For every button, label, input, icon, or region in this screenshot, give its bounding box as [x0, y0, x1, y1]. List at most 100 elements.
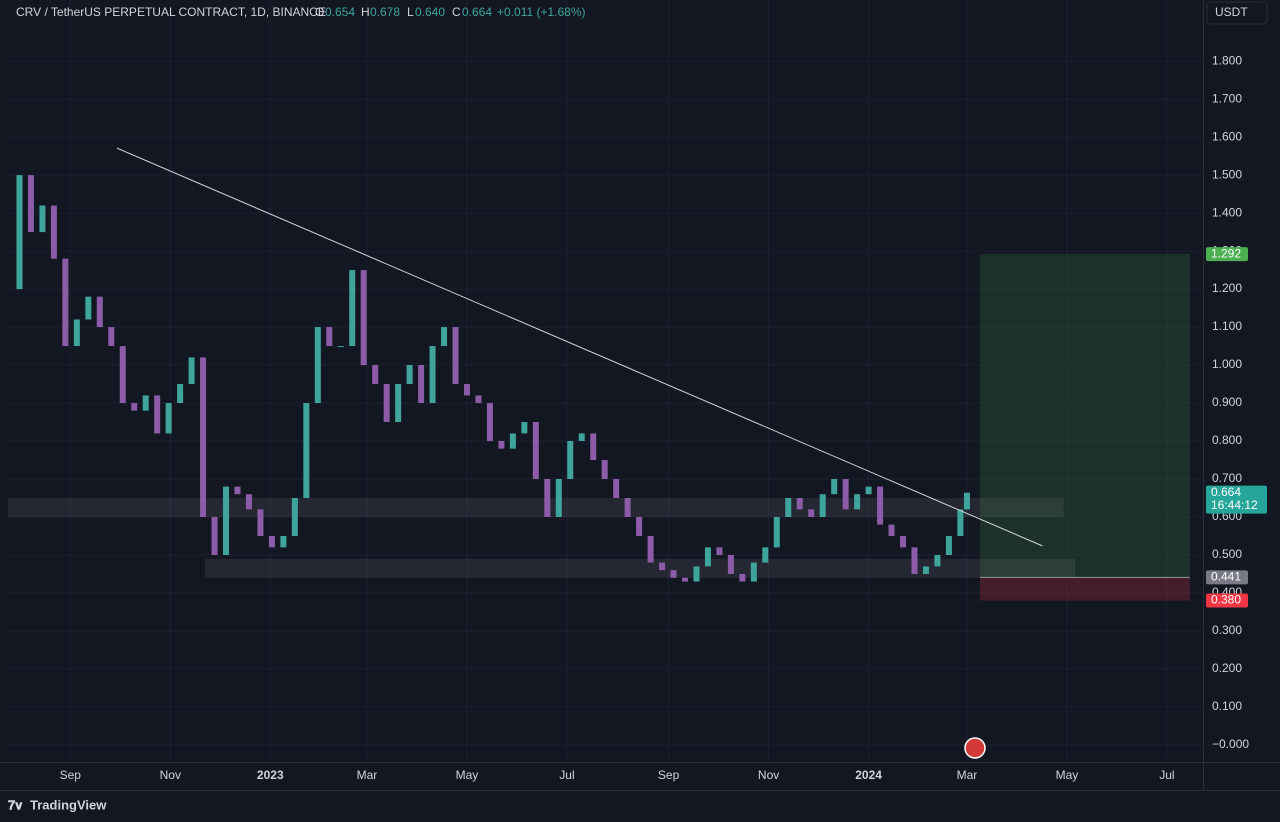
- x-tick-label: Sep: [658, 768, 680, 782]
- candle-body: [888, 524, 895, 536]
- candle-body: [50, 205, 57, 259]
- candle-body: [303, 403, 310, 498]
- candle-body: [613, 479, 620, 498]
- ohlc-change: +0.011 (+1.68%): [497, 5, 586, 19]
- candle-body: [395, 384, 402, 423]
- candle-body: [131, 403, 138, 411]
- price-tag-label: 1.292: [1211, 246, 1241, 260]
- candle-body: [693, 566, 700, 582]
- candle-body: [601, 460, 608, 480]
- brand[interactable]: TradingView: [30, 797, 107, 812]
- candle-body: [704, 547, 711, 567]
- candle-body: [567, 441, 574, 480]
- price-tag-label: 0.664: [1211, 485, 1241, 499]
- x-tick-label: 2023: [257, 768, 284, 782]
- y-tick-label: 1.100: [1212, 319, 1242, 333]
- target-zone: [980, 254, 1190, 578]
- candle-body: [223, 486, 230, 555]
- plot: [8, 0, 1203, 762]
- event-icon[interactable]: [964, 737, 986, 759]
- candle-body: [463, 384, 470, 396]
- brand-logo[interactable]: 𝟕𝐯: [8, 797, 23, 812]
- candle-body: [532, 422, 539, 480]
- candle-body: [509, 433, 516, 449]
- candle-body: [555, 479, 562, 517]
- candle-body: [957, 509, 964, 536]
- y-tick-label: 1.800: [1212, 53, 1242, 67]
- y-tick-label: 0.200: [1212, 661, 1242, 675]
- candle-body: [268, 535, 275, 548]
- candle-body: [647, 535, 654, 563]
- candle-body: [475, 395, 482, 404]
- zone: [8, 497, 1064, 517]
- candle-body: [590, 433, 597, 461]
- candle-body: [418, 365, 425, 404]
- candle-body: [911, 547, 918, 574]
- currency-label[interactable]: USDT: [1215, 5, 1248, 19]
- y-tick-label: 1.500: [1212, 167, 1242, 181]
- candle-body: [96, 296, 103, 328]
- candle-body: [200, 357, 207, 517]
- candle-body: [854, 494, 861, 510]
- stop-zone: [980, 577, 1190, 601]
- candle-body: [808, 509, 815, 517]
- candle-body: [819, 494, 826, 517]
- candle-body: [934, 554, 941, 567]
- candle-body: [521, 422, 528, 434]
- candle-body: [280, 535, 287, 548]
- candle-body: [441, 327, 448, 347]
- candle-body: [257, 509, 264, 536]
- candle-body: [154, 395, 161, 434]
- candle-body: [544, 479, 551, 517]
- y-tick-label: 0.100: [1212, 699, 1242, 713]
- candle-body: [85, 296, 92, 320]
- candle-body: [62, 258, 69, 347]
- ohlc-value: 0.654: [325, 5, 355, 19]
- x-tick-label: May: [1056, 768, 1079, 782]
- price-tag: [1206, 570, 1248, 585]
- price-tag: [1206, 485, 1267, 514]
- ohlc-label: L: [407, 5, 414, 19]
- x-tick-label: Mar: [357, 768, 378, 782]
- price-tag-label: 0.441: [1211, 570, 1241, 584]
- currency-button[interactable]: [1206, 1, 1268, 25]
- price-tag: [1206, 247, 1248, 262]
- price-tag: [1206, 593, 1248, 608]
- candle-body: [372, 365, 379, 385]
- x-tick-label: 2024: [855, 768, 882, 782]
- y-tick-label: 1.000: [1212, 357, 1242, 371]
- candle-body: [682, 577, 689, 582]
- ohlc-value: 0.640: [415, 5, 445, 19]
- candle-body: [945, 535, 952, 555]
- candle-body: [326, 327, 333, 347]
- x-tick-label: Jul: [1159, 768, 1174, 782]
- candle-body: [16, 175, 23, 290]
- y-tick-label: 0.800: [1212, 433, 1242, 447]
- candle-body: [877, 486, 884, 525]
- x-tick-label: Jul: [559, 768, 574, 782]
- candle-body: [900, 535, 907, 548]
- y-tick-label: 1.200: [1212, 281, 1242, 295]
- candle-body: [73, 319, 80, 347]
- candle-body: [360, 270, 367, 366]
- candle-body: [963, 492, 970, 510]
- zone: [204, 558, 1076, 578]
- x-tick-label: May: [456, 768, 479, 782]
- candle-body: [429, 346, 436, 404]
- candle-body: [659, 562, 666, 571]
- candle-body: [578, 433, 585, 442]
- candle-body: [842, 479, 849, 510]
- candle-body: [27, 175, 34, 233]
- ohlc-value: 0.664: [462, 5, 492, 19]
- candle-body: [337, 346, 344, 348]
- ohlc-label: C: [452, 5, 461, 19]
- y-tick-label: 0.500: [1212, 547, 1242, 561]
- y-tick-label: 1.700: [1212, 91, 1242, 105]
- x-tick-label: Sep: [60, 768, 82, 782]
- ohlc-value: 0.678: [370, 5, 400, 19]
- candle-body: [108, 327, 115, 347]
- candle-body: [452, 327, 459, 385]
- price-timer: 16:44:12: [1211, 498, 1258, 512]
- x-tick-label: Nov: [758, 768, 779, 782]
